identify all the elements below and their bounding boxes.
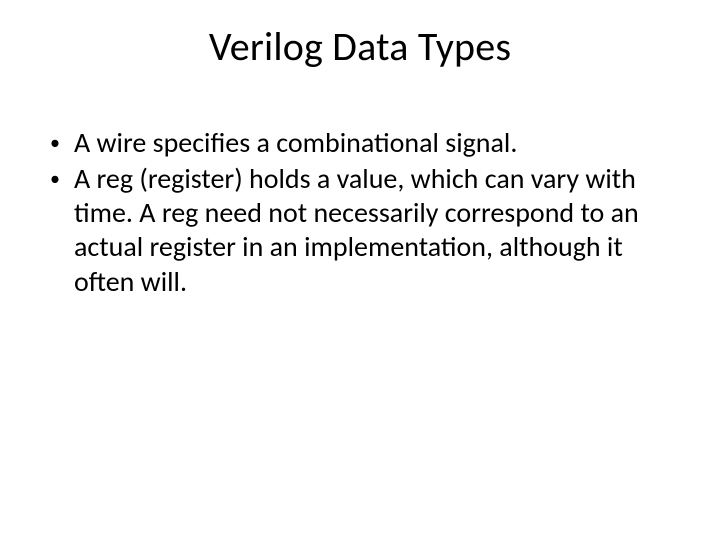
slide: Verilog Data Types • A wire specifies a … [0,0,720,540]
slide-title: Verilog Data Types [0,22,720,71]
bullet-text: A wire specifies a combinational signal. [74,126,660,160]
slide-body: • A wire specifies a combinational signa… [48,126,660,301]
list-item: • A reg (register) holds a value, which … [48,162,660,299]
list-item: • A wire specifies a combinational signa… [48,126,660,160]
bullet-icon: • [48,126,74,160]
bullet-text: A reg (register) holds a value, which ca… [74,162,660,299]
bullet-icon: • [48,162,74,299]
